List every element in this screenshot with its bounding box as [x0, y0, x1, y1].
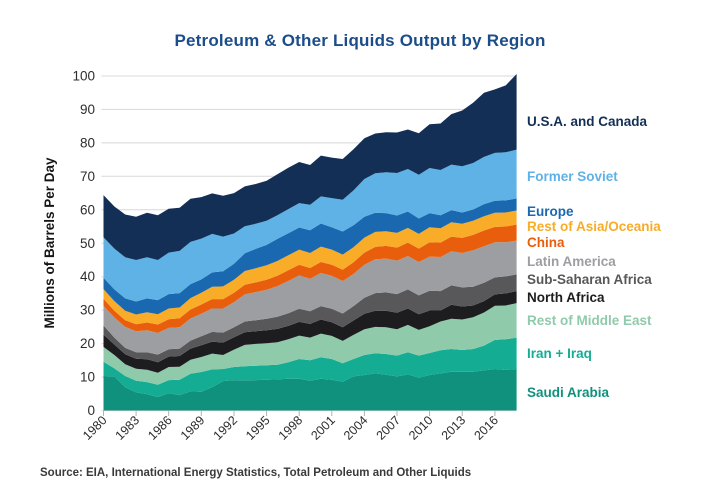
legend-label-former-soviet: Former Soviet: [527, 169, 618, 184]
x-axis: 1980 1983 1986 1989 1992 1995 1998 2001 2004 2007…: [80, 411, 501, 443]
legend-label-china: China: [527, 235, 565, 250]
chart-title: Petroleum & Other Liquids Output by Regi…: [174, 31, 546, 50]
area-band-latin-america: [103, 240, 517, 355]
area-band-saudi-arabia: [103, 369, 517, 411]
y-tick-label-40: 40: [80, 269, 95, 284]
y-tick-label-30: 30: [80, 303, 95, 318]
y-tick-label-20: 20: [80, 336, 95, 351]
x-tick-label-1980: 1980: [80, 413, 110, 443]
y-tick-label-80: 80: [80, 135, 95, 150]
x-tick-label-2001: 2001: [308, 413, 338, 443]
legend: Saudi Arabia Iran + Iraq Rest of Middle Ea…: [527, 114, 661, 400]
x-tick-label-1995: 1995: [243, 413, 273, 443]
area-bands: [103, 74, 517, 411]
y-tick-label-100: 100: [72, 69, 95, 84]
x-tick-label-1998: 1998: [276, 413, 306, 443]
area-band-rest-of-asia-oceania: [103, 210, 517, 325]
source-note: Source: EIA, International Energy Statis…: [40, 467, 472, 479]
legend-label-europe: Europe: [527, 204, 574, 219]
x-tick-label-1983: 1983: [113, 413, 143, 443]
area-band-u-s-a-and-canada: [103, 74, 517, 260]
area-band-europe: [103, 198, 517, 315]
x-tick-label-2004: 2004: [341, 413, 371, 443]
x-tick-label-2016: 2016: [471, 413, 501, 443]
y-axis: 0 10 20 30 40 50 60 70 80 90 100 Millions of Barrel…: [42, 69, 95, 419]
legend-label-rest-of-middle-east: Rest of Middle East: [527, 313, 652, 328]
area-band-iran-iraq: [103, 337, 517, 398]
y-tick-label-0: 0: [87, 403, 95, 418]
x-tick-label-2010: 2010: [406, 413, 436, 443]
legend-label-latin-america: Latin America: [527, 254, 616, 269]
y-tick-label-50: 50: [80, 236, 95, 251]
x-tick-label-1986: 1986: [145, 413, 175, 443]
y-tick-label-70: 70: [80, 169, 95, 184]
legend-label-north-africa: North Africa: [527, 290, 605, 305]
x-tick-label-2013: 2013: [439, 413, 469, 443]
x-tick-label-1989: 1989: [178, 413, 208, 443]
x-tick-label-2007: 2007: [374, 413, 404, 443]
y-axis-title: Millions of Barrels Per Day: [42, 157, 57, 329]
legend-label-sub-saharan-africa: Sub-Saharan Africa: [527, 272, 652, 287]
area-band-north-africa: [103, 291, 517, 373]
legend-label-u-s-a-and-canada: U.S.A. and Canada: [527, 114, 648, 129]
legend-label-rest-of-asia-oceania: Rest of Asia/Oceania: [527, 219, 661, 234]
legend-label-saudi-arabia: Saudi Arabia: [527, 385, 610, 400]
y-tick-label-90: 90: [80, 102, 95, 117]
area-band-sub-saharan-africa: [103, 274, 517, 363]
area-band-rest-of-middle-east: [103, 303, 517, 385]
x-tick-label-1992: 1992: [211, 413, 241, 443]
legend-label-iran-iraq: Iran + Iraq: [527, 346, 592, 361]
y-tick-label-10: 10: [80, 370, 95, 385]
area-band-former-soviet: [103, 149, 517, 302]
area-band-china: [103, 224, 517, 333]
y-tick-label-60: 60: [80, 202, 95, 217]
